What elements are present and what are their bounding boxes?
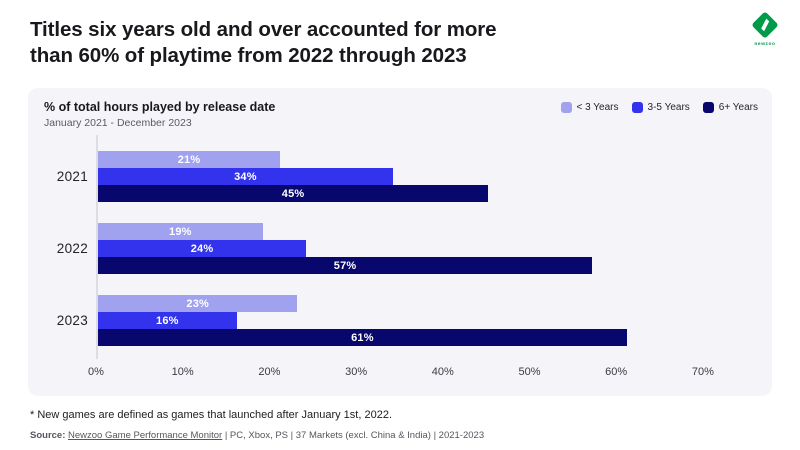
source-link[interactable]: Newzoo Game Performance Monitor	[68, 430, 223, 441]
legend-item-1: 3-5 Years	[631, 102, 690, 113]
chart-panel: % of total hours played by release date …	[28, 88, 772, 396]
chart-legend: < 3 Years 3-5 Years 6+ Years	[560, 102, 758, 113]
x-tick-label-50: 50%	[518, 366, 541, 378]
legend-label: < 3 Years	[576, 102, 619, 113]
bar-2022-3Years: 19%	[98, 223, 263, 240]
x-tick-label-70: 70%	[691, 366, 714, 378]
bar-2022-6+Years: 57%	[98, 257, 593, 274]
page-title: Titles six years old and over accounted …	[30, 17, 630, 69]
footnote: * New games are defined as games that la…	[30, 409, 392, 421]
newzoo-logo: newzoo	[743, 9, 787, 47]
bar-value-label: 57%	[333, 259, 357, 272]
newzoo-diamond-icon	[752, 12, 778, 38]
x-tick-label-30: 30%	[345, 366, 368, 378]
legend-item-2: 6+ Years	[702, 102, 758, 113]
legend-swatch-icon	[631, 102, 643, 113]
plot-area: 2021 21% 34% 45% 2022 19% 24% 57% 2023 23% 16% 61% 0…	[28, 88, 772, 396]
y-axis-line	[96, 135, 98, 359]
x-tick-label-60: 60%	[605, 366, 628, 378]
source-prefix: Source:	[30, 430, 66, 441]
bar-value-label: 34%	[234, 170, 257, 183]
bar-value-label: 24%	[190, 242, 214, 255]
legend-swatch-icon	[560, 102, 572, 113]
bar-value-label: 21%	[177, 153, 201, 166]
bar-2023-6+Years: 61%	[98, 329, 627, 346]
bar-2022-35Years: 24%	[98, 240, 307, 257]
bar-2021-6+Years: 45%	[98, 185, 489, 202]
bar-2021-35Years: 34%	[98, 168, 393, 185]
x-tick-label-10: 10%	[171, 366, 194, 378]
bar-value-label: 16%	[156, 314, 179, 327]
category-label-2022: 2022	[56, 241, 88, 256]
bar-value-label: 61%	[351, 331, 374, 344]
newzoo-logo-text: newzoo	[754, 42, 776, 47]
category-label-2021: 2021	[56, 169, 88, 184]
bar-value-label: 23%	[186, 297, 210, 310]
legend-item-0: < 3 Years	[560, 102, 619, 113]
bar-2023-35Years: 16%	[98, 312, 237, 329]
bar-value-label: 19%	[169, 225, 192, 238]
page-title-line1: Titles six years old and over accounted …	[30, 18, 497, 41]
legend-swatch-icon	[702, 102, 714, 113]
category-label-2023: 2023	[56, 313, 88, 328]
source-suffix: | PC, Xbox, PS | 37 Markets (excl. China…	[224, 430, 485, 441]
x-tick-label-40: 40%	[431, 366, 454, 378]
x-tick-label-0: 0%	[88, 366, 104, 378]
chart-title: % of total hours played by release date	[44, 100, 276, 114]
page-title-line2: than 60% of playtime from 2022 through 2…	[30, 44, 467, 67]
bar-2021-3Years: 21%	[98, 151, 281, 168]
x-tick-label-20: 20%	[258, 366, 281, 378]
legend-label: 3-5 Years	[647, 102, 690, 113]
legend-label: 6+ Years	[718, 102, 758, 113]
bar-2023-3Years: 23%	[98, 295, 298, 312]
chart-subtitle: January 2021 - December 2023	[44, 117, 192, 129]
bar-value-label: 45%	[281, 187, 305, 200]
source-line: Source: Newzoo Game Performance Monitor …	[30, 430, 484, 441]
